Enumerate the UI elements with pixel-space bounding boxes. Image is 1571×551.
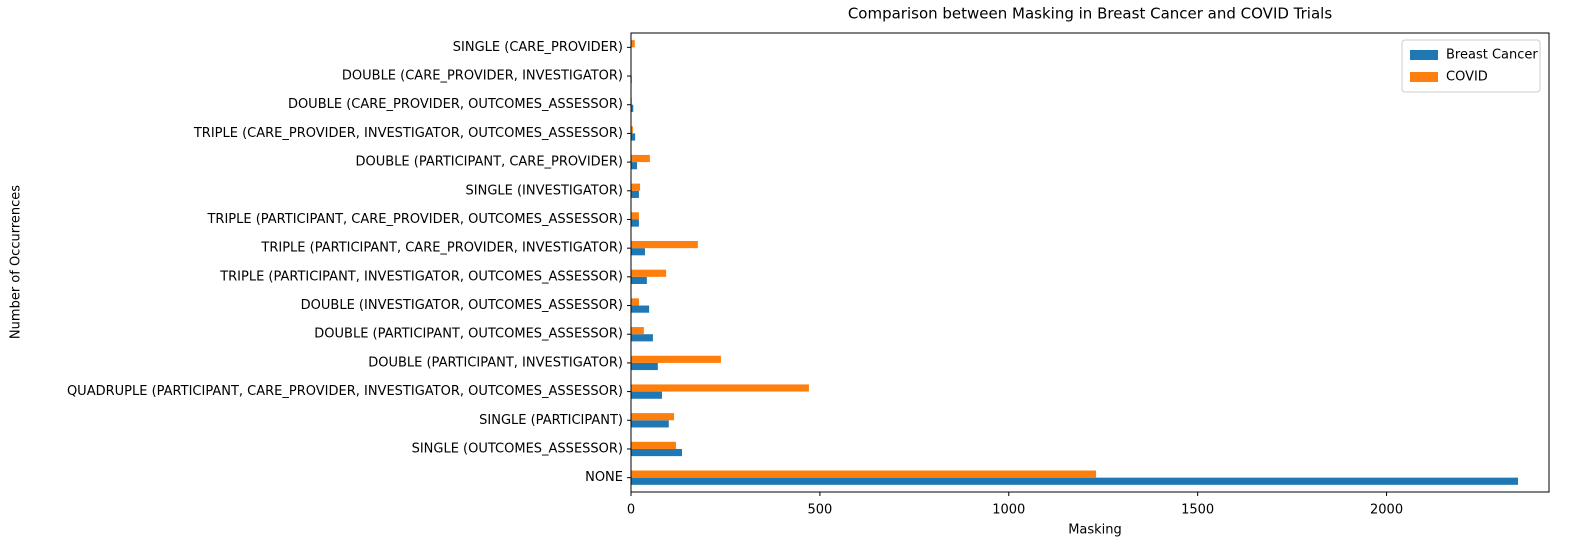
bar [631, 334, 653, 341]
y-tick-label: SINGLE (OUTCOMES_ASSESSOR) [412, 441, 623, 456]
bar [631, 392, 662, 399]
y-tick-label: DOUBLE (CARE_PROVIDER, OUTCOMES_ASSESSOR… [288, 97, 623, 112]
bar [631, 241, 698, 248]
bar [631, 212, 639, 219]
bar [631, 248, 645, 255]
y-tick-label: TRIPLE (CARE_PROVIDER, INVESTIGATOR, OUT… [193, 126, 623, 141]
bar [631, 298, 639, 305]
y-tick-label: DOUBLE (PARTICIPANT, INVESTIGATOR) [368, 355, 623, 370]
y-tick-label: DOUBLE (PARTICIPANT, OUTCOMES_ASSESSOR) [314, 327, 623, 342]
y-tick-label: TRIPLE (PARTICIPANT, CARE_PROVIDER, INVE… [260, 241, 623, 256]
bar [631, 162, 637, 169]
bar [631, 420, 669, 427]
y-tick-label: DOUBLE (PARTICIPANT, CARE_PROVIDER) [356, 155, 624, 170]
x-tick-label: 2000 [1370, 503, 1403, 518]
y-tick-label: QUADRUPLE (PARTICIPANT, CARE_PROVIDER, I… [67, 384, 623, 399]
x-tick-label: 1500 [1181, 503, 1214, 518]
chart-title: Comparison between Masking in Breast Can… [848, 5, 1333, 23]
bar [631, 442, 676, 449]
y-tick-label: NONE [585, 470, 623, 485]
y-axis-label: Number of Occurrences [9, 185, 24, 339]
x-tick-label: 500 [807, 503, 832, 518]
bar [631, 363, 658, 370]
legend-label: COVID [1446, 70, 1488, 85]
y-tick-label: TRIPLE (PARTICIPANT, CARE_PROVIDER, OUTC… [206, 212, 623, 227]
bar [631, 478, 1518, 485]
y-tick-label: SINGLE (CARE_PROVIDER) [453, 40, 623, 55]
y-tick-label: TRIPLE (PARTICIPANT, INVESTIGATOR, OUTCO… [219, 269, 623, 284]
bar [631, 155, 650, 162]
y-tick-label: SINGLE (INVESTIGATOR) [466, 183, 623, 198]
bar [631, 449, 682, 456]
legend-swatch [1410, 72, 1438, 82]
bar [631, 184, 640, 191]
bar [631, 277, 647, 284]
plot-frame [631, 33, 1549, 492]
bar [631, 384, 809, 391]
y-tick-label: DOUBLE (INVESTIGATOR, OUTCOMES_ASSESSOR) [301, 298, 623, 313]
bar [631, 133, 635, 140]
bar [631, 327, 644, 334]
x-tick-label: 0 [627, 503, 635, 518]
bar [631, 219, 639, 226]
bar [631, 306, 649, 313]
bar [631, 413, 674, 420]
legend-swatch [1410, 50, 1438, 60]
bar [631, 270, 666, 277]
legend-label: Breast Cancer [1446, 48, 1538, 63]
x-tick-label: 1000 [992, 503, 1025, 518]
y-tick-label: DOUBLE (CARE_PROVIDER, INVESTIGATOR) [342, 69, 623, 84]
bar [631, 470, 1096, 477]
bar [631, 191, 639, 198]
bar [631, 40, 635, 47]
y-tick-label: SINGLE (PARTICIPANT) [479, 413, 623, 428]
bar [631, 356, 721, 363]
x-axis-label: Masking [1068, 523, 1122, 538]
